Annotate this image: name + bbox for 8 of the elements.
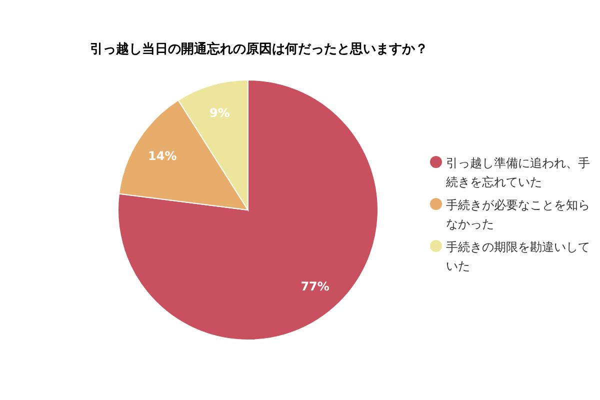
data-label: 77% [300,279,330,294]
data-label: 14% [148,148,177,163]
pie-slice [118,80,378,340]
chart-title: 引っ越し当日の開通忘れの原因は何だったと思いますか？ [90,41,428,57]
legend-label: 手続きが必要なことを知らなかった [446,198,590,231]
legend-label: 引っ越し準備に追われ、手続きを忘れていた [445,156,590,189]
data-label: 9% [210,106,230,120]
legend-label: 手続きの期限を勘違いしていた [446,240,590,273]
